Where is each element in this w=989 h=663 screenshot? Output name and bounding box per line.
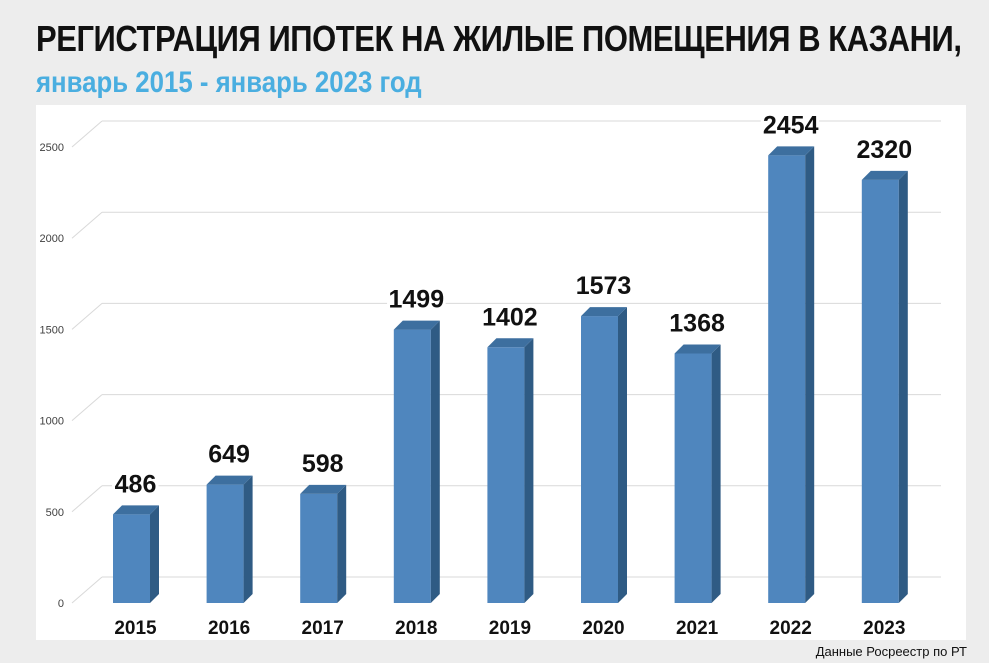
x-tick-label: 2021 [676,618,719,639]
gridline-depth-3 [71,303,103,330]
bar [861,179,899,603]
bar-top [206,475,253,485]
data-label: 486 [115,470,157,498]
x-tick-label: 2015 [114,618,157,639]
bar-top [861,170,908,180]
x-tick-label: 2023 [863,618,905,639]
bar-top [581,307,627,317]
chart-plot-area: 0 500 1000 1500 2000 2500 486 2015 649 2016 598 201… [36,105,966,640]
y-tick-label: 1000 [40,416,64,428]
chart-subtitle: январь 2015 - январь 2023 год [36,66,422,99]
gridline-depth-1 [71,485,103,513]
bar-side [898,170,908,603]
data-label: 2320 [856,136,912,164]
bar-top [674,344,721,354]
bar-top [768,146,815,156]
bar-side [805,146,815,604]
bar [581,316,618,603]
chart-title: РЕГИСТРАЦИЯ ИПОТЕК НА ЖИЛЫЕ ПОМЕЩЕНИЯ В … [36,18,962,59]
bar [113,514,150,603]
bar-side [337,484,347,603]
data-label: 1499 [388,286,444,314]
bar-side [150,505,159,603]
y-tick-label: 0 [58,598,64,610]
y-tick-label: 2000 [40,233,64,245]
gridline-depth-4 [71,211,103,239]
gridline-depth-2 [71,394,103,421]
source-note: Данные Росреестр по РТ [815,644,967,659]
bar [674,353,712,603]
y-tick-label: 1500 [40,324,64,336]
bar [393,329,431,603]
gridline-depth-0 [71,576,103,604]
y-tick-label: 500 [46,507,64,519]
bar [206,484,244,603]
bar-side [430,320,440,603]
x-tick-label: 2022 [770,618,812,639]
x-tick-label: 2020 [582,618,624,639]
bar-side [243,475,253,603]
bar-top [113,505,159,515]
y-tick-label: 2500 [40,142,64,154]
x-tick-label: 2019 [489,618,531,639]
bar-top [300,484,347,494]
x-tick-label: 2018 [395,618,437,639]
x-tick-label: 2017 [302,618,344,639]
bar-top [393,320,440,330]
bar [300,493,338,603]
data-label: 598 [302,450,344,478]
bar [487,347,525,603]
x-tick-label: 2016 [208,618,250,639]
bar-side [524,338,534,603]
bar-side [711,344,721,603]
data-label: 649 [208,441,250,469]
bar [768,155,806,604]
bar-side [618,307,627,603]
data-label: 1573 [576,272,632,300]
bar-top [487,338,534,348]
data-label: 1368 [669,309,725,337]
data-label: 2454 [763,111,819,139]
gridline-depth-5 [71,120,103,148]
bar-chart: 0 500 1000 1500 2000 2500 486 2015 649 2016 598 201… [40,108,941,639]
data-label: 1402 [482,303,538,331]
